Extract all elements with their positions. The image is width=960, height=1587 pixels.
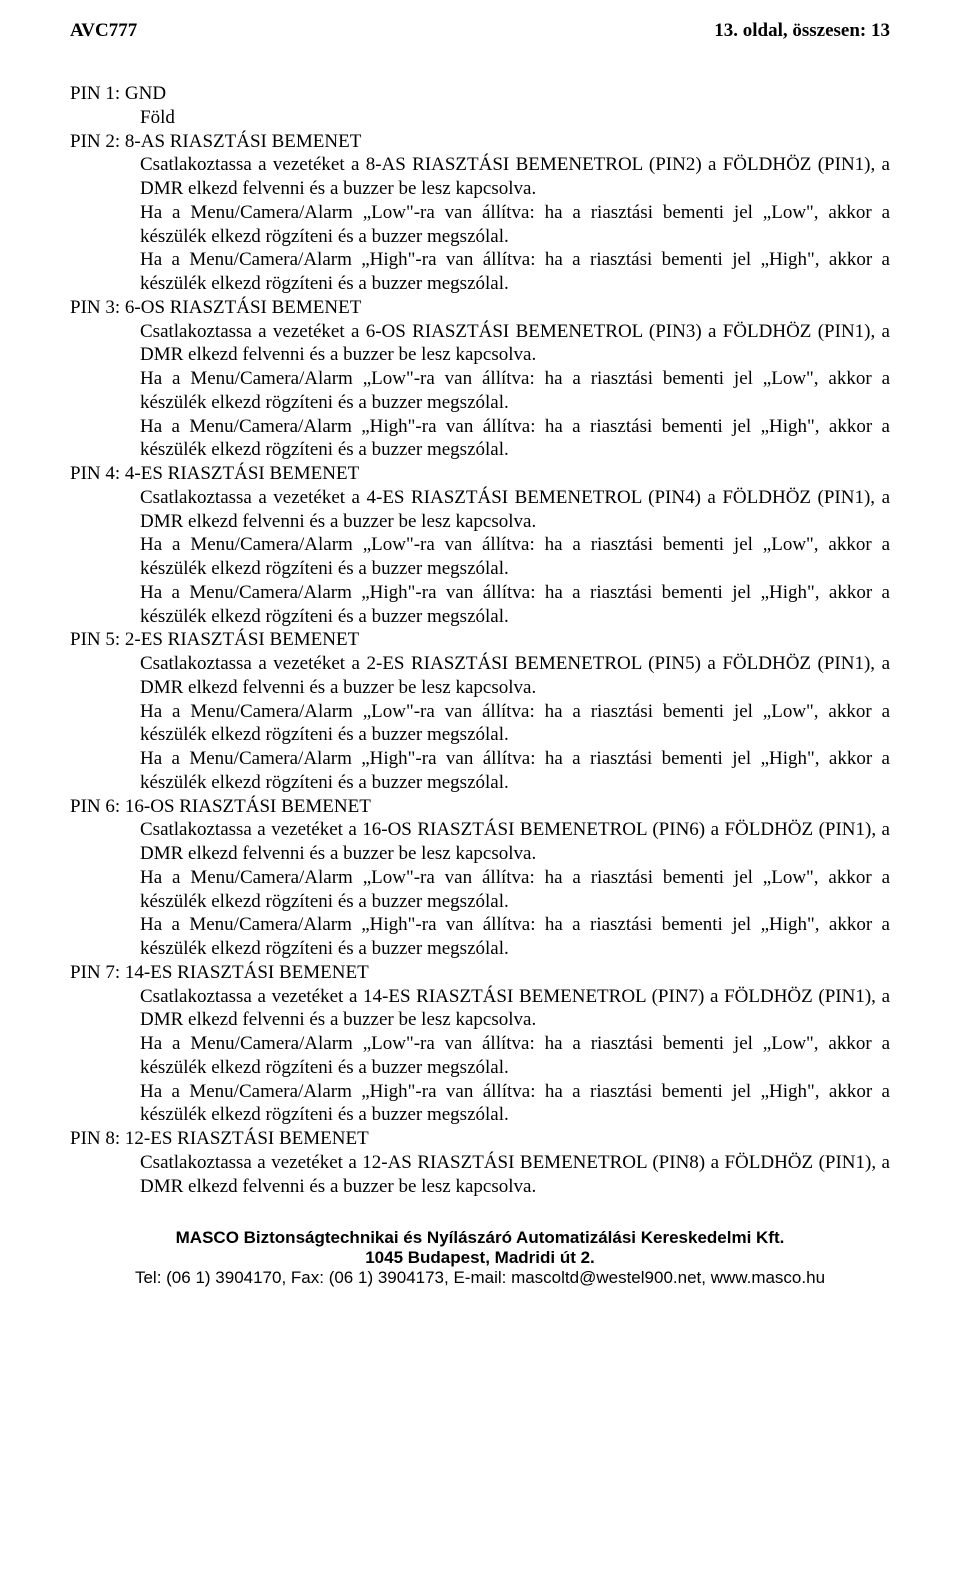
pin8-heading: PIN 8: 12-ES RIASZTÁSI BEMENET: [70, 1127, 890, 1151]
pin2-p2: Ha a Menu/Camera/Alarm „Low"-ra van állí…: [70, 201, 890, 249]
pin3-p3: Ha a Menu/Camera/Alarm „High"-ra van áll…: [70, 415, 890, 463]
pin4-heading: PIN 4: 4-ES RIASZTÁSI BEMENET: [70, 462, 890, 486]
pin4-p1: Csatlakoztassa a vezetéket a 4-ES RIASZT…: [70, 486, 890, 534]
pin7-p3: Ha a Menu/Camera/Alarm „High"-ra van áll…: [70, 1080, 890, 1128]
pin5-heading: PIN 5: 2-ES RIASZTÁSI BEMENET: [70, 628, 890, 652]
pin1-heading: PIN 1: GND: [70, 82, 890, 106]
pin6-p2: Ha a Menu/Camera/Alarm „Low"-ra van állí…: [70, 866, 890, 914]
pin6-p1: Csatlakoztassa a vezetéket a 16-OS RIASZ…: [70, 818, 890, 866]
pin5-p3: Ha a Menu/Camera/Alarm „High"-ra van áll…: [70, 747, 890, 795]
document-body: PIN 1: GND Föld PIN 2: 8-AS RIASZTÁSI BE…: [70, 82, 890, 1198]
header-right: 13. oldal, összesen: 13: [714, 20, 890, 42]
pin6-p3: Ha a Menu/Camera/Alarm „High"-ra van áll…: [70, 913, 890, 961]
pin2-heading: PIN 2: 8-AS RIASZTÁSI BEMENET: [70, 130, 890, 154]
pin4-p3: Ha a Menu/Camera/Alarm „High"-ra van áll…: [70, 581, 890, 629]
pin6-heading: PIN 6: 16-OS RIASZTÁSI BEMENET: [70, 795, 890, 819]
pin1-text: Föld: [70, 106, 890, 130]
pin7-heading: PIN 7: 14-ES RIASZTÁSI BEMENET: [70, 961, 890, 985]
pin2-p3: Ha a Menu/Camera/Alarm „High"-ra van áll…: [70, 248, 890, 296]
pin7-p1: Csatlakoztassa a vezetéket a 14-ES RIASZ…: [70, 985, 890, 1033]
pin5-p2: Ha a Menu/Camera/Alarm „Low"-ra van állí…: [70, 700, 890, 748]
pin3-p1: Csatlakoztassa a vezetéket a 6-OS RIASZT…: [70, 320, 890, 368]
pin7-p2: Ha a Menu/Camera/Alarm „Low"-ra van állí…: [70, 1032, 890, 1080]
header-left: AVC777: [70, 20, 137, 42]
pin2-p1: Csatlakoztassa a vezetéket a 8-AS RIASZT…: [70, 153, 890, 201]
footer-line3: Tel: (06 1) 3904170, Fax: (06 1) 3904173…: [70, 1268, 890, 1288]
page-header: AVC777 13. oldal, összesen: 13: [70, 20, 890, 42]
footer-line1: MASCO Biztonságtechnikai és Nyílászáró A…: [70, 1228, 890, 1248]
footer-line2: 1045 Budapest, Madridi út 2.: [70, 1248, 890, 1268]
pin4-p2: Ha a Menu/Camera/Alarm „Low"-ra van állí…: [70, 533, 890, 581]
pin3-heading: PIN 3: 6-OS RIASZTÁSI BEMENET: [70, 296, 890, 320]
pin5-p1: Csatlakoztassa a vezetéket a 2-ES RIASZT…: [70, 652, 890, 700]
pin3-p2: Ha a Menu/Camera/Alarm „Low"-ra van állí…: [70, 367, 890, 415]
pin8-p1: Csatlakoztassa a vezetéket a 12-AS RIASZ…: [70, 1151, 890, 1199]
page-footer: MASCO Biztonságtechnikai és Nyílászáró A…: [70, 1228, 890, 1288]
